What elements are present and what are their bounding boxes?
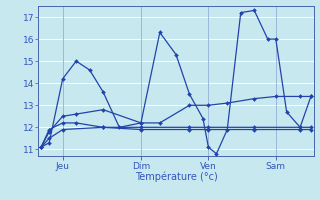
X-axis label: Température (°c): Température (°c) (135, 172, 217, 182)
